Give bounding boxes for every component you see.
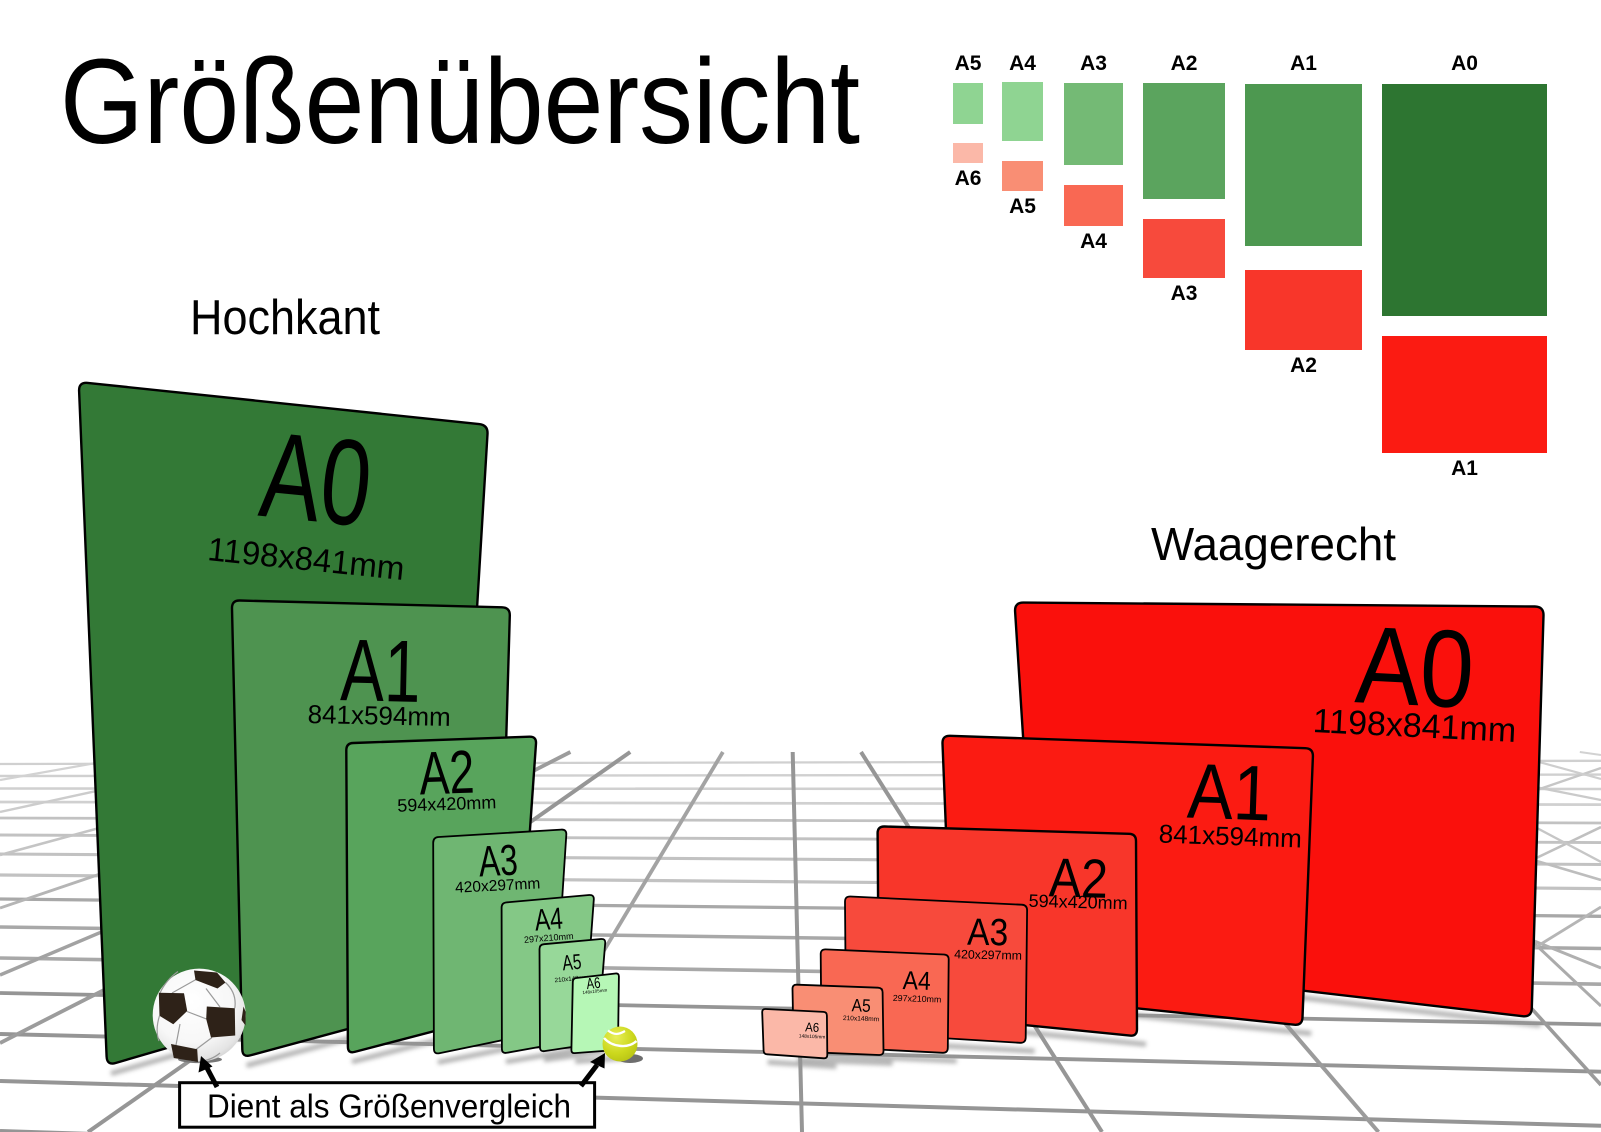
svg-text:Hochkant: Hochkant	[190, 291, 380, 345]
svg-text:A4: A4	[1080, 230, 1107, 253]
svg-text:A4: A4	[1009, 52, 1036, 75]
svg-text:148x105mm: 148x105mm	[799, 1033, 826, 1040]
svg-text:594x420mm: 594x420mm	[397, 792, 497, 815]
svg-text:420x297mm: 420x297mm	[455, 875, 541, 896]
svg-text:297x210mm: 297x210mm	[893, 993, 942, 1005]
svg-text:A5: A5	[1009, 195, 1036, 218]
svg-text:Größenübersicht: Größenübersicht	[60, 33, 860, 169]
svg-text:A0: A0	[255, 406, 378, 552]
svg-text:A3: A3	[478, 837, 519, 887]
svg-text:A2: A2	[1171, 52, 1198, 75]
svg-text:A5: A5	[955, 52, 982, 75]
svg-text:297x210mm: 297x210mm	[524, 931, 574, 945]
svg-text:A1: A1	[1186, 747, 1273, 838]
svg-text:594x420mm: 594x420mm	[1028, 891, 1128, 914]
svg-text:A6: A6	[805, 1019, 820, 1035]
svg-text:A3: A3	[1171, 282, 1198, 305]
svg-text:841x594mm: 841x594mm	[307, 699, 451, 732]
svg-text:841x594mm: 841x594mm	[1158, 819, 1302, 854]
svg-text:A6: A6	[955, 167, 982, 190]
svg-text:210x148mm: 210x148mm	[554, 974, 589, 984]
svg-text:A2: A2	[418, 738, 475, 808]
svg-text:148x105mm: 148x105mm	[582, 988, 607, 996]
svg-text:A5: A5	[561, 950, 582, 976]
svg-text:A2: A2	[1048, 846, 1109, 910]
svg-text:A0: A0	[1451, 52, 1478, 75]
svg-text:Waagerecht: Waagerecht	[1151, 518, 1396, 570]
svg-text:A6: A6	[586, 975, 602, 993]
svg-text:Dient als Größenvergleich: Dient als Größenvergleich	[207, 1088, 571, 1125]
svg-text:A4: A4	[533, 901, 564, 937]
svg-text:420x297mm: 420x297mm	[954, 947, 1022, 962]
svg-text:210x148mm: 210x148mm	[843, 1015, 880, 1023]
svg-text:A1: A1	[1451, 457, 1478, 480]
svg-text:A1: A1	[1290, 52, 1317, 75]
svg-text:A1: A1	[340, 620, 422, 721]
svg-text:A3: A3	[1080, 52, 1107, 75]
svg-text:A2: A2	[1290, 354, 1317, 377]
svg-text:A5: A5	[851, 995, 871, 1016]
svg-text:A0: A0	[1353, 603, 1477, 732]
svg-text:A4: A4	[902, 965, 931, 996]
svg-text:A3: A3	[967, 912, 1009, 955]
